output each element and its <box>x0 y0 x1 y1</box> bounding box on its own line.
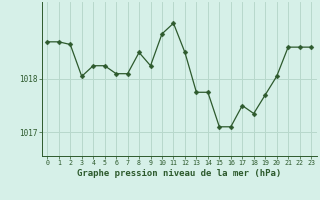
X-axis label: Graphe pression niveau de la mer (hPa): Graphe pression niveau de la mer (hPa) <box>77 169 281 178</box>
